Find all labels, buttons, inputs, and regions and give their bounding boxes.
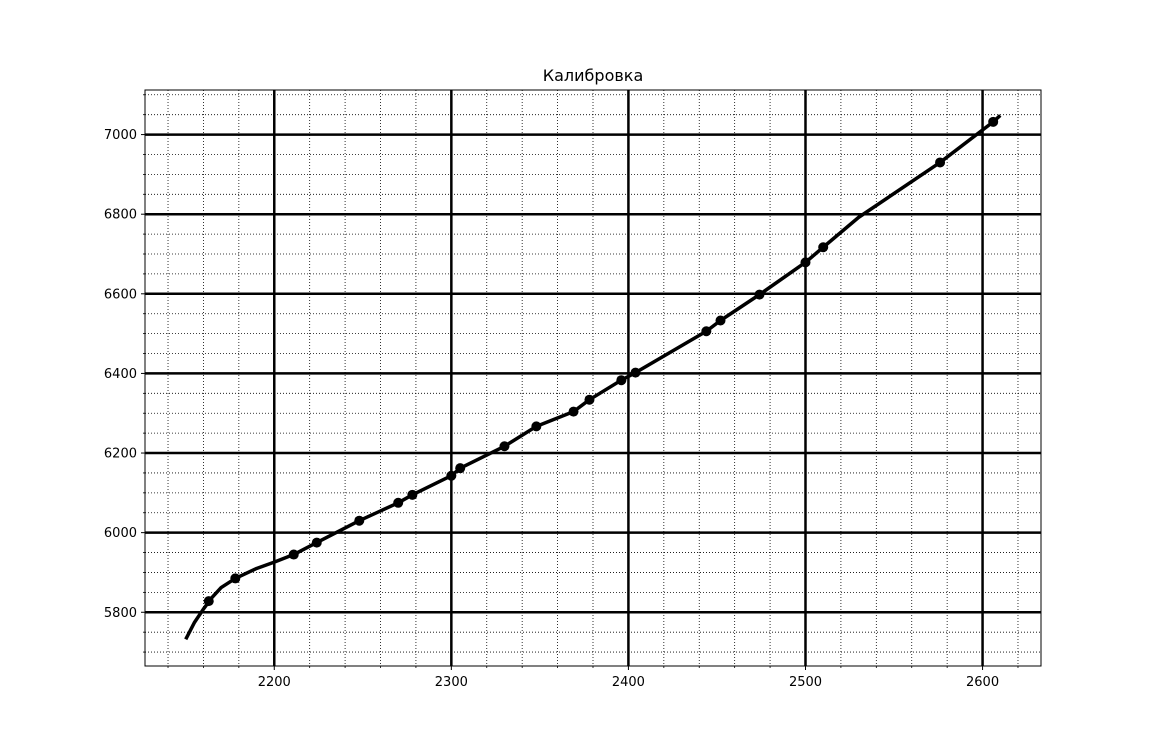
minor-grid bbox=[145, 90, 1041, 666]
data-point bbox=[630, 367, 641, 378]
data-point bbox=[499, 441, 510, 452]
y-tick-label: 6200 bbox=[104, 447, 137, 462]
x-tick-label: 2600 bbox=[966, 675, 999, 690]
data-point bbox=[935, 157, 946, 168]
calibration-points bbox=[203, 116, 999, 607]
data-point bbox=[754, 289, 765, 300]
y-axis-ticks: 5800 6000 6200 6400 6600 6800 7000 bbox=[104, 94, 145, 653]
data-point bbox=[616, 375, 627, 386]
data-point bbox=[203, 596, 214, 607]
data-point bbox=[230, 573, 241, 584]
x-axis-ticks: 2200 2300 2400 2500 2600 bbox=[167, 666, 1019, 690]
data-point bbox=[701, 326, 712, 337]
major-grid bbox=[145, 90, 1041, 666]
y-tick-label: 5800 bbox=[104, 606, 137, 621]
data-point bbox=[818, 242, 829, 253]
data-point bbox=[311, 537, 322, 548]
y-tick-label: 6400 bbox=[104, 367, 137, 382]
data-point bbox=[531, 421, 542, 432]
x-tick-label: 2200 bbox=[258, 675, 291, 690]
data-point bbox=[988, 116, 999, 127]
data-point bbox=[455, 463, 466, 474]
y-tick-label: 6000 bbox=[104, 526, 137, 541]
data-point bbox=[393, 497, 404, 508]
data-point bbox=[446, 470, 457, 481]
x-tick-label: 2300 bbox=[435, 675, 468, 690]
data-point bbox=[800, 257, 811, 268]
x-tick-label: 2500 bbox=[789, 675, 822, 690]
chart-title: Калибровка bbox=[543, 66, 644, 85]
x-tick-label: 2400 bbox=[612, 675, 645, 690]
y-tick-label: 7000 bbox=[104, 128, 137, 143]
data-point bbox=[568, 406, 579, 417]
y-tick-label: 6600 bbox=[104, 287, 137, 302]
data-point bbox=[584, 394, 595, 405]
data-point bbox=[407, 489, 418, 500]
y-tick-label: 6800 bbox=[104, 208, 137, 223]
data-point bbox=[715, 315, 726, 326]
data-point bbox=[288, 549, 299, 560]
data-point bbox=[354, 515, 365, 526]
